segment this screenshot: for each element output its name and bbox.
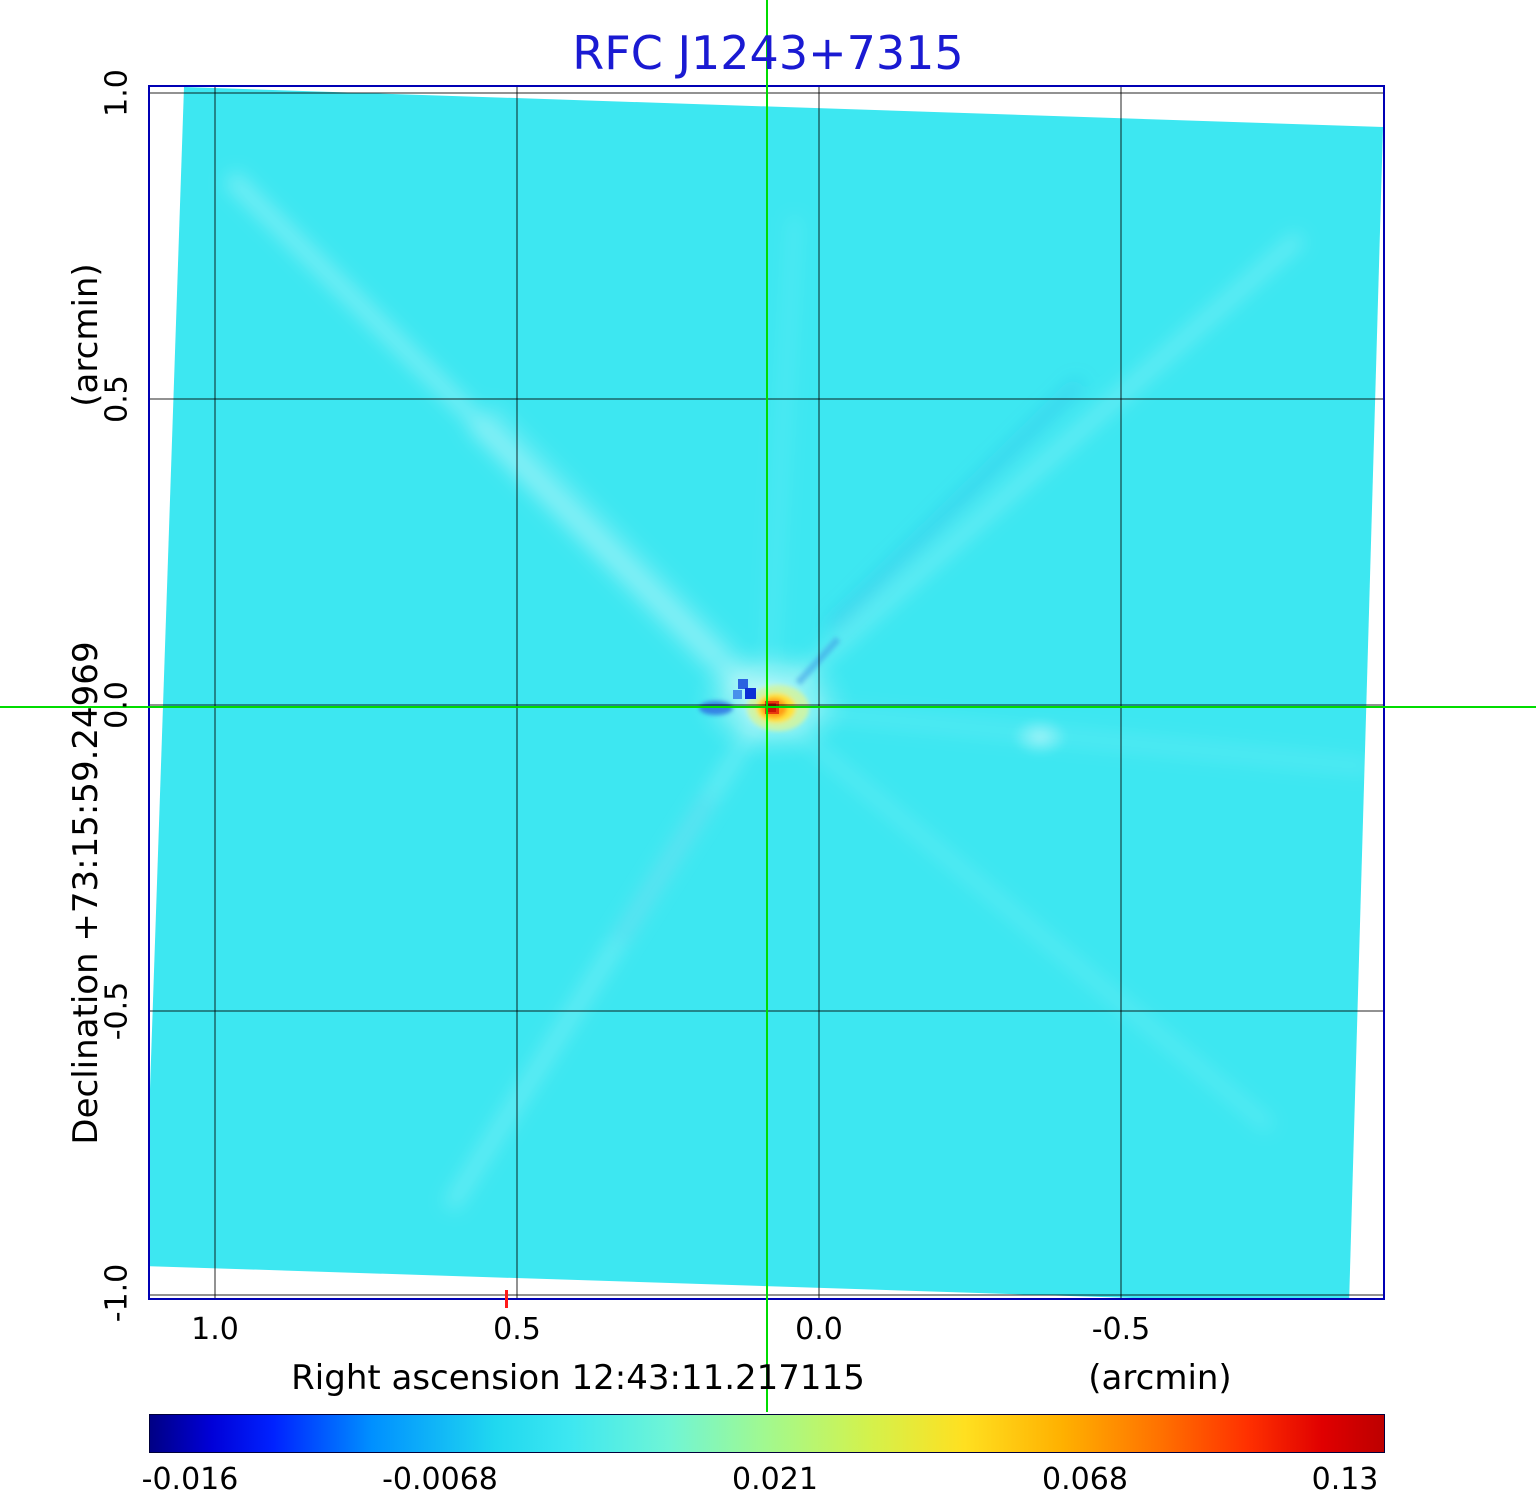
streak-upper-right xyxy=(761,230,1306,714)
figure-title: RFC J1243+7315 xyxy=(572,26,964,80)
colorbar xyxy=(149,1414,1385,1453)
y-tick-label: -1.0 xyxy=(99,1263,135,1323)
crosshair-horizontal xyxy=(0,706,1536,708)
streak-lower-right xyxy=(762,701,1275,1133)
colorbar-tick-label: -0.016 xyxy=(141,1462,239,1497)
marker-red-tick xyxy=(505,1290,508,1308)
y-tick-label: -0.5 xyxy=(99,981,135,1041)
colorbar-tick-label: -0.0068 xyxy=(382,1462,498,1497)
x-axis-label: Right ascension 12:43:11.217115 xyxy=(291,1358,865,1398)
y-tick-label: 0.5 xyxy=(99,375,135,423)
x-tick-label: 0.0 xyxy=(795,1312,843,1347)
negative-pixel xyxy=(745,688,756,699)
faint-spot xyxy=(1012,718,1068,756)
streak-right xyxy=(766,699,1371,775)
streak-upper-right-blue xyxy=(826,378,1084,631)
negative-pixel xyxy=(733,690,742,699)
streak-up xyxy=(761,216,801,708)
x-tick-label: 1.0 xyxy=(191,1312,239,1347)
x-tick-label: -0.5 xyxy=(1091,1312,1151,1347)
streak-lower-left xyxy=(443,702,774,1212)
crosshair-vertical xyxy=(766,0,768,1412)
y-tick-label: 0.0 xyxy=(99,681,135,729)
negative-streak xyxy=(795,636,841,686)
x-axis-unit-label: (arcmin) xyxy=(1088,1358,1232,1398)
colorbar-tick-label: 0.068 xyxy=(1042,1462,1128,1497)
negative-bar xyxy=(699,701,733,715)
colorbar-tick-label: 0.13 xyxy=(1311,1462,1379,1497)
negative-pixel xyxy=(738,679,748,689)
colorbar-tick-label: 0.021 xyxy=(732,1462,818,1497)
streak-lower-left-blue xyxy=(614,794,714,945)
x-tick-label: 0.5 xyxy=(493,1312,541,1347)
